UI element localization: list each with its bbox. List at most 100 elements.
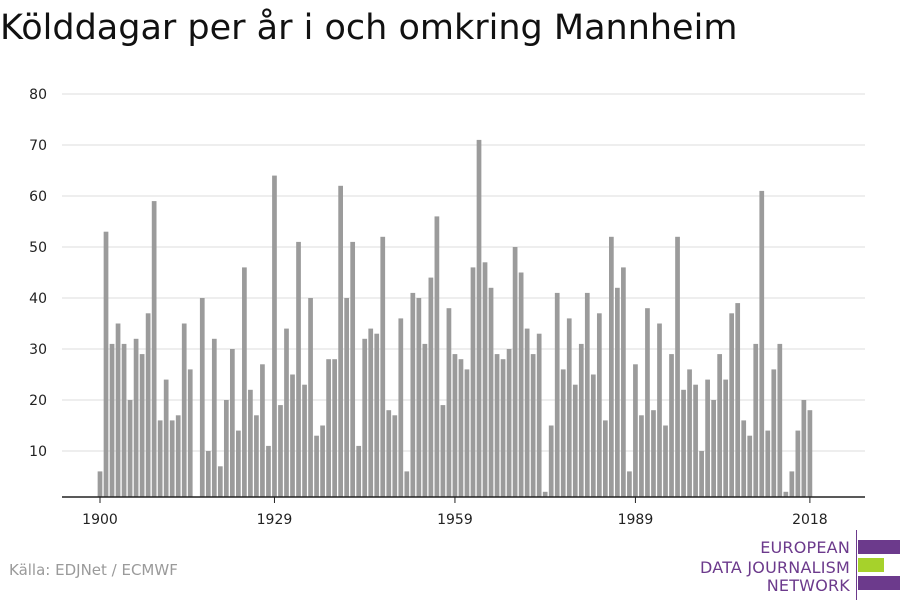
bar-1929 — [272, 175, 277, 497]
bar-1947 — [380, 236, 386, 498]
bar-2004 — [723, 379, 729, 497]
bar-1938 — [326, 359, 331, 497]
bar-1921 — [223, 400, 229, 497]
bar-1958 — [446, 308, 452, 497]
bar-2008 — [747, 435, 753, 497]
bar-1954 — [422, 343, 428, 497]
bar-1928 — [266, 445, 271, 497]
bar-1998 — [687, 369, 692, 497]
y-tick-label: 40 — [29, 291, 47, 307]
bar-2009 — [753, 343, 759, 497]
bar-1908 — [145, 313, 151, 497]
bar-1967 — [500, 359, 506, 497]
bar-2010 — [759, 190, 765, 497]
bar-1988 — [627, 471, 632, 497]
logo-line-3: NETWORK — [766, 576, 850, 595]
bar-2014 — [783, 491, 789, 497]
bar-1934 — [302, 384, 307, 497]
bar-1911 — [163, 379, 169, 497]
bar-1951 — [404, 471, 410, 497]
bar-1923 — [236, 430, 241, 497]
bar-1973 — [536, 333, 542, 497]
bar-1944 — [362, 338, 368, 497]
bar-1943 — [356, 445, 362, 497]
bar-1948 — [386, 410, 392, 497]
bar-2007 — [741, 420, 747, 497]
bar-1940 — [338, 185, 343, 498]
bar-1906 — [133, 338, 139, 497]
bar-1987 — [621, 267, 626, 497]
bar-1917 — [199, 298, 205, 497]
bar-1966 — [494, 354, 500, 497]
bar-2011 — [765, 430, 771, 497]
bar-1949 — [392, 415, 398, 497]
y-tick-label: 80 — [29, 87, 47, 103]
bar-1990 — [639, 415, 644, 497]
gridlines — [62, 93, 865, 452]
bar-1963 — [476, 139, 482, 497]
bar-1971 — [524, 328, 530, 497]
logo-line-2: DATA JOURNALISM — [700, 558, 850, 577]
bar-1926 — [254, 415, 259, 497]
bar-1931 — [284, 328, 289, 497]
bar-1904 — [121, 343, 127, 497]
bar-1991 — [645, 308, 650, 497]
bar-2000 — [699, 451, 704, 497]
bar-1953 — [416, 298, 422, 497]
y-tick-label: 50 — [29, 240, 47, 256]
y-tick-label: 70 — [29, 138, 47, 154]
bar-1977 — [560, 369, 566, 497]
bar-2005 — [729, 313, 735, 497]
bar-1969 — [512, 247, 518, 497]
bar-1995 — [669, 354, 674, 497]
bar-2003 — [717, 354, 723, 497]
bar-1981 — [584, 292, 590, 497]
bar-1941 — [344, 298, 350, 497]
bar-1915 — [187, 369, 193, 497]
bar-1992 — [651, 410, 656, 497]
bar-2001 — [705, 379, 710, 497]
bar-1996 — [675, 236, 680, 498]
logo-bar-green — [858, 558, 884, 572]
y-tick-label: 30 — [29, 342, 47, 358]
bar-1927 — [260, 364, 265, 497]
logo-divider — [856, 530, 857, 600]
bar-1925 — [248, 389, 253, 497]
bar-1922 — [229, 349, 235, 497]
bar-1918 — [205, 451, 211, 497]
y-tick-label: 10 — [29, 444, 47, 460]
x-tick-label: 1900 — [82, 512, 118, 528]
bar-1901 — [103, 231, 109, 497]
bar-1919 — [211, 338, 217, 497]
bar-1900 — [97, 471, 103, 497]
bar-1982 — [590, 374, 596, 497]
bar-1950 — [398, 318, 404, 497]
bar-1984 — [602, 420, 608, 497]
bar-2006 — [735, 303, 741, 497]
bar-2002 — [711, 400, 716, 497]
bar-1913 — [175, 415, 181, 497]
bar-1979 — [572, 384, 578, 497]
bar-1983 — [596, 313, 602, 497]
y-tick-label: 60 — [29, 189, 47, 205]
bar-1959 — [452, 354, 458, 497]
bar-1976 — [554, 292, 560, 497]
bar-1939 — [332, 359, 337, 497]
logo-bar-purple-top — [858, 540, 900, 554]
bar-1978 — [566, 318, 572, 497]
x-axis: 1900 1929 1959 1989 2018 — [62, 496, 865, 528]
bar-2013 — [777, 343, 783, 497]
bar-1933 — [296, 241, 301, 497]
bar-1920 — [217, 466, 223, 497]
bar-1986 — [615, 287, 620, 497]
bar-1964 — [482, 262, 488, 497]
x-tick-label: 1929 — [257, 512, 293, 528]
bar-1960 — [458, 359, 464, 497]
bar-1907 — [139, 354, 145, 497]
bar-1968 — [506, 349, 512, 497]
bar-1961 — [464, 369, 470, 497]
bar-1914 — [181, 323, 187, 497]
bar-1903 — [115, 323, 121, 497]
logo-bar-purple-bottom — [858, 576, 900, 590]
